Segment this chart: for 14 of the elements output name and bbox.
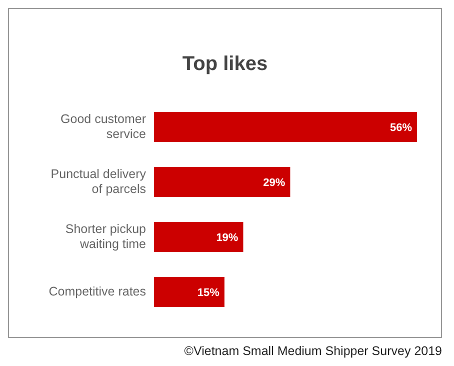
bar — [154, 277, 224, 307]
y-tick-label: Competitive rates — [48, 284, 146, 298]
bar — [154, 222, 244, 252]
y-tick-label: Punctual delivery of parcels — [50, 167, 147, 196]
bar — [154, 112, 417, 142]
text: ©Vietnam Small Medium Shipper Survey 2019 — [183, 344, 442, 358]
y-tick-label: Good customer service — [60, 112, 146, 141]
bar — [154, 167, 290, 197]
y-tick-label: Shorter pickup waiting time — [65, 222, 146, 251]
data-label: 19% — [216, 232, 238, 244]
data-label: 15% — [197, 286, 220, 299]
data-label: 56% — [390, 122, 412, 134]
data-label: 29% — [263, 176, 286, 189]
chart-title: Top likes — [181, 53, 269, 76]
